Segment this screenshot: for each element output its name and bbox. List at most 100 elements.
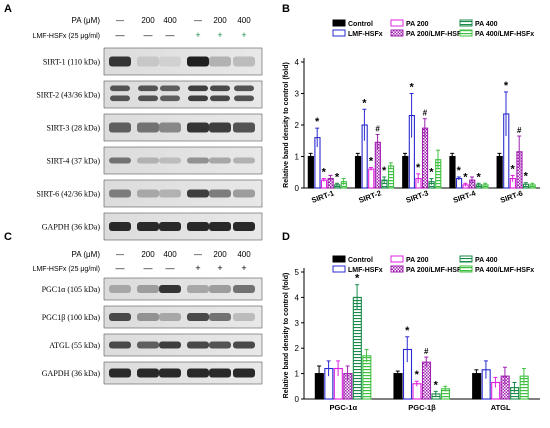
blot-row: GAPDH (36 kDa) <box>42 212 263 241</box>
blot-row: SIRT-6 (42/36 kDa) <box>36 179 263 208</box>
blot-band <box>160 95 180 102</box>
blot-band <box>233 222 255 231</box>
category-group: ** *SIRT-4 <box>449 152 489 205</box>
blot-band <box>138 95 158 102</box>
category-group: ** *SIRT-1 <box>307 116 347 205</box>
lane-lmf-label: + <box>195 263 200 273</box>
blot-band <box>137 341 159 349</box>
legend-swatch <box>459 29 473 37</box>
significance-mark: # <box>424 347 429 356</box>
blot-label: GAPDH (36 kDa) <box>42 369 101 378</box>
panel-c-pa-row: — 200 400 — 200 400 <box>116 250 251 259</box>
legend-label: PA 400/LMF-HSFx <box>475 267 534 274</box>
blot-band <box>159 122 181 133</box>
blot-row: SIRT-4 (37 kDa) <box>47 146 263 175</box>
blot-band <box>209 368 231 378</box>
category-group: * * # * SIRT-3 <box>402 82 442 205</box>
blot-band <box>159 157 181 164</box>
blot-band <box>233 368 255 378</box>
significance-mark: * <box>362 97 367 109</box>
legend-swatch <box>332 255 346 263</box>
y-tick-label: 1 <box>295 153 300 162</box>
significance-mark: # <box>375 124 380 133</box>
blot-band <box>109 368 131 378</box>
panel-c-lmf-row: — — — + + + <box>116 263 247 273</box>
category-label: SIRT-1 <box>310 188 335 204</box>
blot-band <box>159 56 181 67</box>
category-group: * * # * PGC-1β <box>393 325 451 412</box>
blot-row: SIRT-2 (43/36 kDa) <box>36 80 263 109</box>
significance-mark: * <box>429 167 434 179</box>
y-tick-label: 4 <box>295 58 300 67</box>
blot-band <box>187 341 209 349</box>
blot-band <box>159 222 181 231</box>
legend-swatch <box>459 255 473 263</box>
bar <box>352 296 362 400</box>
significance-mark: * <box>382 165 387 177</box>
significance-mark: * <box>415 369 420 381</box>
blot-band <box>137 368 159 378</box>
blot-row: PGC1β (100 kDa) <box>42 305 263 329</box>
y-tick-label: 3 <box>295 90 300 99</box>
lane-lmf-label: + <box>241 30 246 40</box>
lane-lmf-label: — <box>166 263 175 273</box>
blot-membrane <box>103 305 263 329</box>
lane-pa-label: — <box>194 250 202 259</box>
blot-band <box>187 56 209 67</box>
significance-mark: # <box>517 126 522 135</box>
legend-label: PA 200 <box>406 21 429 28</box>
blot-band <box>233 157 255 164</box>
lane-pa-label: 200 <box>213 250 227 259</box>
lane-lmf-label: + <box>195 30 200 40</box>
category-label: PGC-1α <box>330 403 358 412</box>
blot-band <box>233 313 255 321</box>
category-label: PGC-1β <box>408 403 436 412</box>
blot-band <box>138 85 158 92</box>
blot-band <box>159 368 181 378</box>
y-tick-label: 2 <box>295 121 300 130</box>
blot-band <box>159 189 181 198</box>
y-tick-label: 2 <box>295 344 300 353</box>
bar <box>496 155 503 189</box>
bar <box>421 361 432 400</box>
blot-membrane <box>103 277 263 301</box>
panel-c-blots: PGC1α (105 kDa) PGC1β (100 kDa) ATGL (55 k… <box>42 277 263 385</box>
lane-pa-label: 200 <box>213 16 227 25</box>
significance-mark: * <box>510 163 515 175</box>
lane-lmf-label: — <box>144 30 153 40</box>
blot-band <box>109 285 131 293</box>
blot-band <box>110 95 130 102</box>
lane-pa-label: 400 <box>237 250 251 259</box>
significance-mark: # <box>423 109 428 118</box>
blot-band <box>209 122 231 133</box>
legend-label: LMF-HSFx <box>348 31 383 38</box>
blot-band <box>233 122 255 133</box>
blot-band <box>137 285 159 293</box>
y-axis-label: Relative band density to control (fold) <box>283 273 290 399</box>
blot-band <box>209 157 231 164</box>
legend-swatch <box>459 19 473 27</box>
blot-row: GAPDH (36 kDa) <box>42 361 263 385</box>
y-tick-label: 4 <box>295 293 300 302</box>
legend-swatch <box>390 255 404 263</box>
blot-band <box>188 85 208 92</box>
significance-mark: * <box>322 167 327 179</box>
panel-letter-d: D <box>282 231 290 243</box>
blot-band <box>159 341 181 349</box>
panel-letter-a: A <box>4 3 12 15</box>
blot-band <box>137 313 159 321</box>
category-group: ATGL <box>472 360 529 412</box>
significance-mark: * <box>335 171 340 183</box>
blot-row: PGC1α (105 kDa) <box>42 277 263 301</box>
significance-mark: * <box>524 171 529 183</box>
blot-label: SIRT-3 (28 kDa) <box>47 124 101 133</box>
blot-band <box>209 189 231 198</box>
bar <box>387 165 395 189</box>
blot-band <box>137 56 159 67</box>
blot-band <box>209 56 231 67</box>
blot-band <box>109 313 131 321</box>
significance-mark: * <box>355 273 360 285</box>
blot-band <box>109 341 131 349</box>
legend-label: PA 400 <box>475 21 498 28</box>
panel-a-blots: SIRT-1 (110 kDa) SIRT-2 (43/36 kDa) SIRT-3… <box>36 47 263 241</box>
